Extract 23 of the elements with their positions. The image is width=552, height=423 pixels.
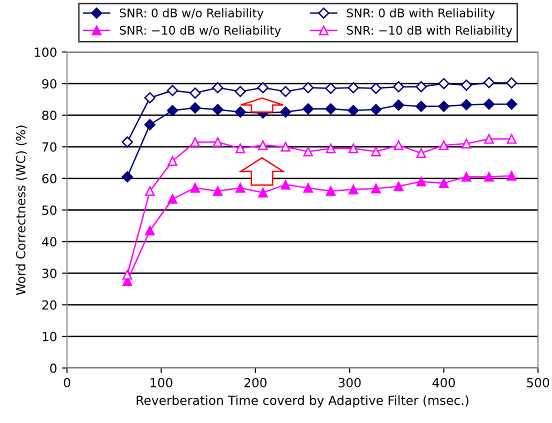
y-tick-label: 10 (42, 332, 56, 342)
y-tick-label: 30 (42, 268, 56, 278)
y-tick-label: 100 (34, 47, 56, 57)
y-tick-label: 0 (50, 363, 56, 373)
y-axis-title: Word Correctness (WC) (%) (16, 126, 27, 295)
legend-label: SNR: 0 dB w/o Reliability (120, 8, 264, 20)
legend-label: SNR: −10 dB with Reliability (346, 26, 512, 38)
y-tick-label: 60 (42, 174, 56, 184)
legend-label: SNR: −10 dB w/o Reliability (120, 26, 281, 38)
y-tick-label: 90 (42, 79, 56, 89)
y-tick-label: 80 (42, 110, 56, 120)
x-tick-label: 200 (244, 378, 266, 388)
legend-label: SNR: 0 dB with Reliability (346, 8, 495, 20)
x-tick-label: 100 (150, 378, 172, 388)
x-tick-label: 0 (64, 378, 70, 388)
y-tick-label: 40 (42, 237, 56, 247)
x-tick-label: 500 (527, 378, 550, 388)
x-axis-title: Reverberation Time coverd by Adaptive Filter (msec.) (136, 395, 468, 408)
y-tick-label: 20 (42, 300, 56, 310)
y-tick-label: 50 (42, 205, 56, 215)
x-tick-label: 300 (338, 378, 361, 388)
y-tick-label: 70 (42, 142, 56, 152)
x-tick-label: 400 (432, 378, 455, 388)
